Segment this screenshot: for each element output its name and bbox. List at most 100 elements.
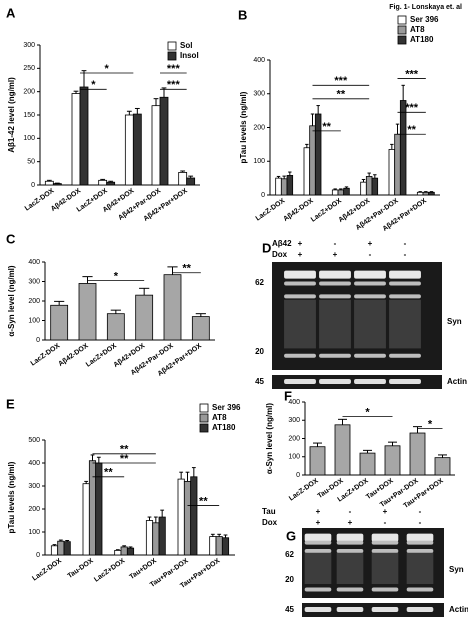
y-tick-label: 300 [28,278,40,285]
condition-mark: - [419,507,422,516]
significance-label: ** [120,444,129,456]
gel-band [354,281,386,286]
y-tick-label: 400 [288,399,300,406]
y-tick-label: 0 [261,192,265,199]
figure-header: Fig. 1- Lonskaya et. al [389,4,462,11]
y-axis-label: pTau levels (ng/ml) [239,91,248,163]
actin-band [406,607,434,612]
mw-marker: 45 [285,605,294,614]
legend-swatch [167,51,177,61]
y-tick-label: 250 [23,65,35,72]
gel-band [371,533,399,542]
significance-label: ** [120,453,129,465]
legend-label: AT8 [212,413,227,422]
bar [63,541,71,556]
x-tick-label: LacZ-DOX [288,477,320,502]
bar [135,294,154,341]
mw-marker: 62 [255,278,264,287]
y-tick-label: 300 [28,483,40,490]
condition-mark: + [298,239,303,248]
bar [280,178,288,196]
panel-letter: A [6,5,16,20]
band-label: Syn [447,317,462,326]
legend-swatch [167,41,177,51]
gel-smear [336,552,364,584]
mw-marker: 20 [255,347,264,356]
condition-mark: - [404,250,407,259]
y-tick-label: 300 [288,417,300,424]
bar [152,522,160,556]
bar [52,183,62,186]
gel-band [304,540,332,545]
y-tick-label: 400 [253,57,265,64]
bar [50,545,59,556]
gel-smear [371,552,399,584]
bar [106,181,116,186]
actin-band [304,607,332,612]
gel-band [284,353,316,358]
bar [365,176,373,196]
significance-label: ** [337,89,346,101]
x-tick-label: Tau+DOX [128,557,158,581]
bar [359,452,376,476]
actin-band [354,379,386,384]
bar [286,175,294,196]
condition-mark: - [349,507,352,516]
y-axis-label: α-Syn level (ng/ml) [7,265,16,336]
legend-swatch [199,413,209,423]
x-tick-label: LacZ+DOX [93,557,126,583]
bar [303,147,311,196]
y-tick-label: 100 [23,135,35,142]
bar [44,180,54,186]
gel-band [304,549,332,553]
bar [183,480,192,556]
gel-band [389,294,421,299]
bar [78,283,97,341]
gel-band [336,587,364,592]
bar [275,177,282,196]
bar [309,446,326,476]
actin-band [284,379,316,384]
condition-mark: - [334,239,337,248]
condition-mark: - [419,518,422,527]
panel-letter: E [6,396,15,411]
y-tick-label: 150 [23,112,35,119]
panel-letter: B [238,7,247,22]
gel-band [406,549,434,553]
bar [158,516,166,556]
gel-band [406,540,434,545]
gel-band [319,353,351,358]
bar [191,316,210,341]
significance-label: ** [322,121,331,133]
bar [190,476,198,556]
y-tick-label: 400 [28,460,40,467]
bar [106,313,125,341]
legend-swatch [199,423,209,433]
bar [126,547,135,556]
bar [177,478,185,556]
significance-label: ** [104,467,113,479]
bar [334,424,351,476]
gel-band [336,549,364,553]
condition-mark: + [316,507,321,516]
gel-band [389,270,421,279]
bar [314,113,322,196]
bar [79,86,89,186]
condition-mark: - [384,518,387,527]
legend-label: AT180 [410,35,434,44]
bar [394,133,401,196]
band-label: Syn [449,565,464,574]
gel-smear [389,299,421,349]
y-tick-label: 400 [28,259,40,266]
legend-swatch [397,15,407,25]
gel-smear [354,299,386,349]
y-tick-label: 0 [36,337,40,344]
legend-label: Sol [180,41,192,50]
gel-band [406,587,434,592]
condition-mark: + [316,518,321,527]
bar [178,171,188,186]
bar [331,189,339,196]
x-tick-label: LacZ-DOX [31,557,63,582]
legend-swatch [397,25,407,35]
